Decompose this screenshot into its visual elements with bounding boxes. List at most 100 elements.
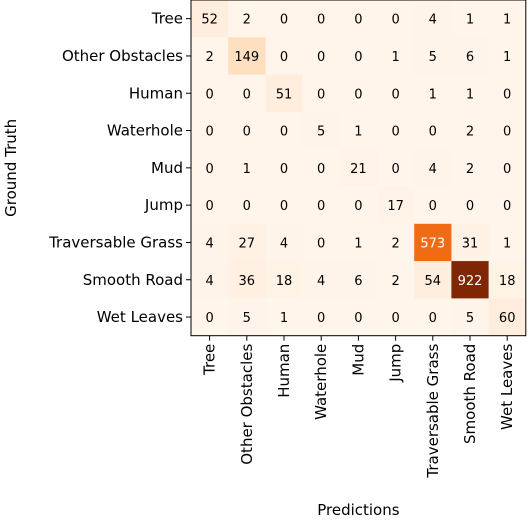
heatmap-cell-r4-c3 [302,149,341,187]
cell-value-r8-c4: 0 [354,311,362,326]
x-tick-label-3: Waterhole [312,344,330,420]
heatmap-cell-r0-c3 [302,0,341,38]
heatmap-cell-r4-c7 [451,149,490,187]
heatmap-cell-r8-c0 [191,298,229,337]
y-axis-title: Ground Truth [2,119,20,217]
heatmap-cell-r5-c1 [228,186,266,225]
cell-value-r8-c8: 60 [499,311,516,326]
cell-value-r8-c3: 0 [317,311,325,326]
cell-value-r3-c7: 2 [466,125,474,140]
heatmap-cell-r3-c3 [302,111,341,150]
x-tick-label-2: Human [275,344,293,398]
heatmap-cell-r5-c4 [339,186,378,225]
heatmap-cell-r7-c5 [377,261,415,299]
y-tick-label-4: Mud [151,159,183,177]
cell-value-r6-c7: 31 [462,236,479,251]
cell-value-r2-c0: 0 [205,87,213,102]
heatmap-cell-r1-c3 [302,37,341,76]
cell-value-r1-c5: 1 [391,50,399,65]
cell-value-r8-c0: 0 [205,311,213,326]
heatmap-cell-r8-c2 [265,298,304,337]
heatmap-cell-r0-c0 [191,0,229,38]
heatmap-cell-r3-c5 [377,111,415,150]
heatmap-cell-r6-c4 [339,223,378,262]
cell-value-r0-c7: 1 [466,13,474,28]
cell-value-r0-c2: 0 [280,13,288,28]
heatmap-cell-r0-c4 [339,0,378,38]
heatmap-cell-r6-c1 [228,223,266,262]
x-tick-label-7: Smooth Road [461,344,479,444]
cell-value-r4-c6: 4 [429,162,437,177]
cell-value-r7-c3: 4 [317,274,325,289]
x-axis-title: Predictions [317,501,400,519]
cell-value-r3-c2: 0 [280,125,288,140]
cell-value-r5-c0: 0 [205,199,213,214]
cell-value-r6-c5: 2 [391,236,399,251]
heatmap-cell-r7-c7 [451,261,490,299]
heatmap-cell-r3-c8 [488,111,527,150]
cell-value-r0-c6: 4 [429,13,437,28]
heatmap-cell-r2-c1 [228,74,266,113]
heatmap-cell-r0-c5 [377,0,415,38]
cell-value-r5-c6: 0 [429,199,437,214]
cell-value-r5-c2: 0 [280,199,288,214]
cell-value-r8-c6: 0 [429,311,437,326]
y-tick-label-1: Other Obstacles [62,47,183,65]
heatmap-cell-r1-c8 [488,37,527,76]
cell-value-r1-c6: 5 [429,50,437,65]
cell-value-r3-c4: 1 [354,125,362,140]
heatmap-cell-r2-c7 [451,74,490,113]
heatmap-cell-r6-c0 [191,223,229,262]
cell-value-r5-c5: 17 [387,199,404,214]
y-tick-label-2: Human [129,84,183,102]
heatmap-cell-r4-c0 [191,149,229,187]
cell-value-r3-c0: 0 [205,125,213,140]
cell-value-r7-c1: 36 [239,274,256,289]
cell-value-r4-c4: 21 [350,162,367,177]
cell-value-r1-c8: 1 [503,50,511,65]
x-tick-label-5: Jump [387,344,405,383]
cell-value-r5-c7: 0 [466,199,474,214]
heatmap-cell-r6-c5 [377,223,415,262]
heatmap-cell-r7-c1 [228,261,266,299]
heatmap-cell-r2-c6 [414,74,452,113]
heatmap-cell-r3-c0 [191,111,229,150]
cell-value-r0-c8: 1 [503,13,511,28]
cell-value-r8-c2: 1 [280,311,288,326]
cell-value-r0-c0: 52 [201,13,218,28]
y-tick-label-5: Jump [144,196,183,214]
heatmap-cell-r4-c6 [414,149,452,187]
cell-value-r7-c5: 2 [391,274,399,289]
cell-value-r5-c3: 0 [317,199,325,214]
cell-value-r3-c5: 0 [391,125,399,140]
heatmap-cell-r8-c4 [339,298,378,337]
heatmap-cell-r4-c4 [339,149,378,187]
cell-value-r6-c0: 4 [205,236,213,251]
heatmap-cell-r7-c4 [339,261,378,299]
heatmap-cell-r7-c2 [265,261,304,299]
cell-value-r4-c5: 0 [391,162,399,177]
cell-value-r1-c1: 149 [234,50,259,65]
heatmap-cell-r5-c0 [191,186,229,225]
heatmap-cell-r1-c1 [228,37,266,76]
cell-value-r0-c4: 0 [354,13,362,28]
cell-value-r2-c2: 51 [276,87,293,102]
heatmap-cell-r7-c8 [488,261,527,299]
heatmap-cell-r1-c6 [414,37,452,76]
heatmap-cell-r6-c2 [265,223,304,262]
cell-value-r3-c1: 0 [243,125,251,140]
cell-value-r1-c2: 0 [280,50,288,65]
cell-value-r8-c7: 5 [466,311,474,326]
x-tick-label-4: Mud [349,344,367,376]
cell-value-r2-c5: 0 [391,87,399,102]
cell-value-r2-c3: 0 [317,87,325,102]
heatmap-cells [191,0,527,337]
cell-value-r4-c7: 2 [466,162,474,177]
heatmap-cell-r6-c3 [302,223,341,262]
heatmap-cell-r8-c6 [414,298,452,337]
cell-value-r3-c8: 0 [503,125,511,140]
heatmap-cell-r2-c5 [377,74,415,113]
cell-value-r7-c0: 4 [205,274,213,289]
cell-value-r7-c6: 54 [425,274,442,289]
heatmap-cell-r5-c3 [302,186,341,225]
